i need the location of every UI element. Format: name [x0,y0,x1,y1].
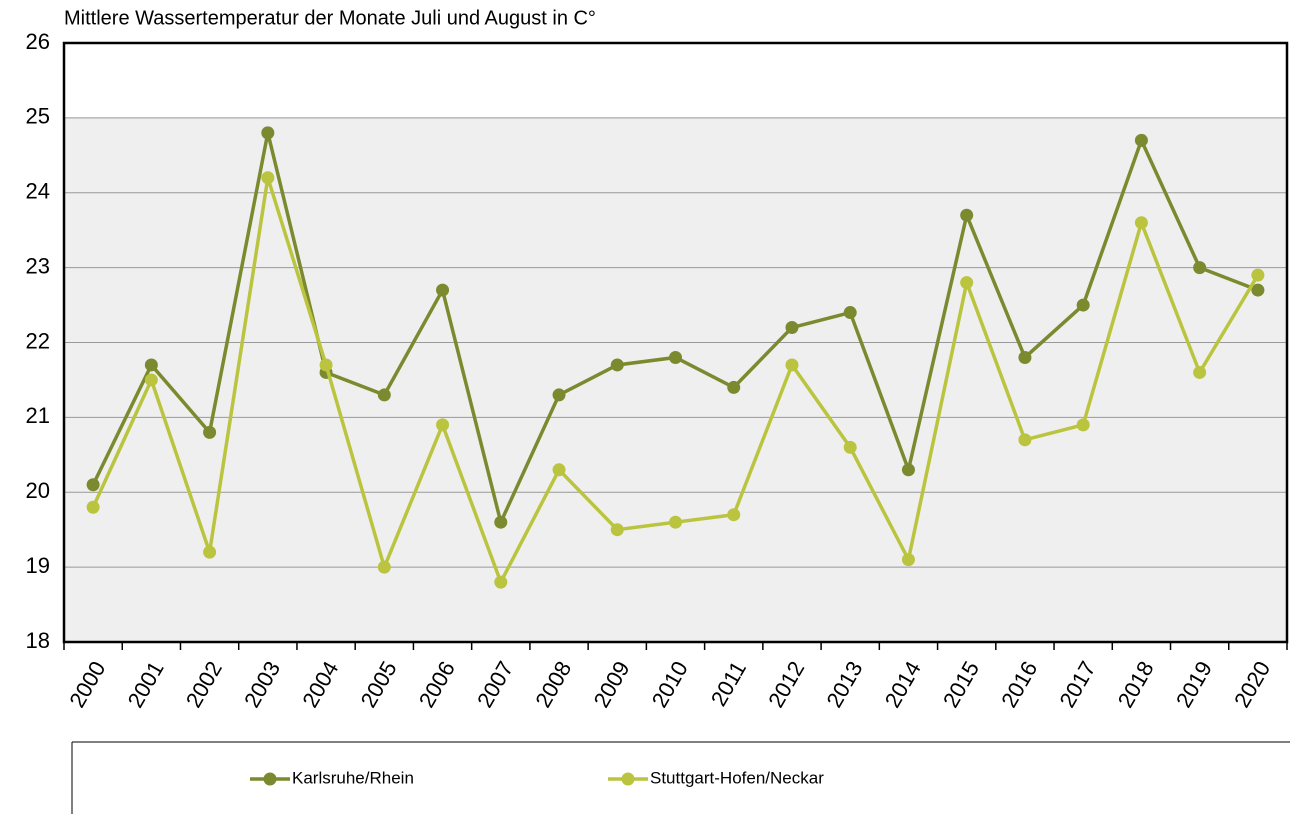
y-tick-label: 21 [26,403,50,428]
x-tick-label: 2013 [821,657,867,712]
data-point [1076,418,1090,432]
data-point [1193,365,1207,379]
data-point [1076,298,1090,312]
x-tick-label: 2000 [64,657,110,712]
data-point [144,358,158,372]
data-point [610,523,624,537]
legend-label: Stuttgart-Hofen/Neckar [650,768,824,787]
data-point [1134,216,1148,230]
data-point [843,306,857,320]
x-tick-label: 2008 [530,657,576,712]
x-tick-label: 2015 [938,657,984,712]
data-point [1018,350,1032,364]
data-point [494,575,508,589]
data-point [436,418,450,432]
data-point [1018,433,1032,447]
data-point [203,425,217,439]
data-point [727,508,741,522]
data-point [785,321,799,335]
x-tick-label: 2009 [588,657,634,712]
x-tick-label: 2006 [414,657,460,712]
data-point [144,373,158,387]
data-point [1134,133,1148,147]
x-tick-label: 2018 [1113,657,1159,712]
x-tick-label: 2001 [123,657,169,712]
data-point [261,126,275,140]
data-point [669,515,682,529]
legend-label: Karlsruhe/Rhein [292,768,414,787]
data-point [669,350,682,364]
x-tick-label: 2002 [181,657,227,712]
x-tick-label: 2012 [763,657,809,712]
y-tick-label: 18 [26,628,50,653]
data-point [785,358,799,372]
data-point [960,276,974,290]
legend-marker [263,772,277,786]
x-tick-label: 2007 [472,657,518,712]
y-tick-label: 22 [26,328,50,353]
y-tick-label: 24 [26,179,50,204]
x-tick-label: 2019 [1171,657,1217,712]
plot-band [64,43,1287,118]
x-tick-label: 2016 [996,657,1042,712]
data-point [901,553,915,567]
data-point [203,545,217,559]
x-tick-label: 2004 [297,657,343,712]
y-tick-label: 26 [26,29,50,54]
data-point [552,463,566,477]
y-tick-label: 25 [26,104,50,129]
data-point [86,500,100,514]
data-point [552,388,566,402]
x-tick-label: 2011 [706,657,751,710]
plot-frame [62,41,1289,644]
data-point [494,515,508,529]
data-point [901,463,915,477]
x-tick-label: 2005 [356,657,402,712]
data-point [727,380,741,394]
data-point [960,208,974,222]
chart-title: Mittlere Wassertemperatur der Monate Jul… [64,7,596,29]
x-tick-label: 2003 [239,657,285,712]
y-tick-label: 23 [26,253,50,278]
data-point [843,440,857,454]
x-tick-label: 2020 [1229,657,1275,712]
data-point [1251,268,1265,282]
x-tick-label: 2010 [647,657,693,712]
data-point [377,388,391,402]
x-tick-label: 2014 [880,657,926,712]
y-tick-label: 20 [26,478,50,503]
data-point [261,171,275,185]
data-point [377,560,391,574]
data-point [1251,283,1265,297]
data-point [86,478,100,492]
data-point [436,283,450,297]
x-tick-label: 2017 [1054,657,1100,712]
y-tick-label: 19 [26,553,50,578]
data-point [610,358,624,372]
data-point [1193,261,1207,275]
data-point [319,358,333,372]
legend-marker [621,772,635,786]
